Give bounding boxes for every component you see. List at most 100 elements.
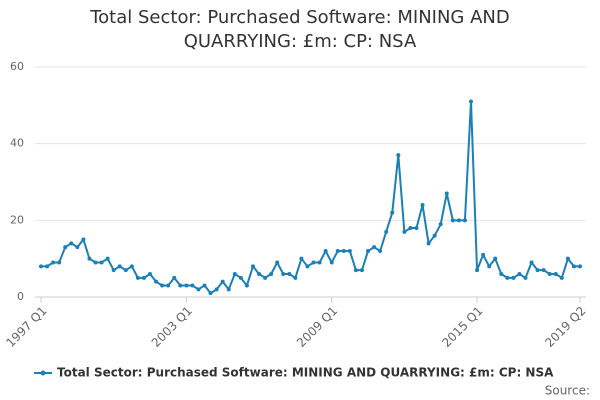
- data-point: [63, 245, 68, 250]
- data-point: [190, 283, 195, 288]
- data-point: [571, 264, 576, 269]
- data-point: [81, 237, 86, 242]
- x-tick-label: 2019 Q2: [542, 304, 588, 350]
- data-point: [257, 272, 262, 276]
- data-point: [317, 260, 322, 265]
- data-point: [378, 249, 383, 253]
- data-point: [263, 275, 268, 280]
- data-point: [51, 260, 56, 265]
- data-point: [287, 272, 292, 276]
- data-point: [384, 229, 389, 234]
- data-point: [184, 283, 189, 288]
- data-point: [39, 264, 43, 269]
- data-point: [220, 279, 225, 284]
- data-point: [353, 268, 358, 273]
- data-point: [396, 153, 401, 158]
- data-point: [505, 275, 510, 280]
- data-point: [481, 252, 486, 257]
- x-tick-label: 2003 Q1: [149, 304, 195, 350]
- data-point: [468, 99, 473, 104]
- data-point: [493, 256, 498, 261]
- data-point: [196, 287, 201, 292]
- data-point: [456, 218, 461, 223]
- data-point: [535, 268, 540, 273]
- data-point: [226, 287, 231, 292]
- data-point: [499, 272, 504, 276]
- data-point: [238, 275, 243, 280]
- data-point: [426, 241, 431, 246]
- data-point: [529, 260, 534, 265]
- data-point: [438, 222, 443, 227]
- data-point: [69, 241, 74, 246]
- data-point: [311, 260, 316, 265]
- data-point: [390, 210, 395, 215]
- data-point: [299, 256, 304, 261]
- data-point: [141, 275, 146, 280]
- source: Source:: [545, 384, 590, 398]
- data-point: [93, 260, 98, 265]
- data-point: [166, 283, 171, 288]
- data-point: [87, 256, 92, 261]
- y-tick-label: 40: [10, 137, 24, 150]
- legend-marker: [40, 370, 46, 376]
- data-point: [202, 283, 207, 288]
- data-point: [347, 249, 352, 253]
- chart-title: Total Sector: Purchased Software: MINING…: [90, 7, 510, 52]
- data-point: [305, 264, 310, 269]
- data-point: [172, 275, 177, 280]
- data-point: [105, 256, 110, 261]
- data-point: [178, 283, 183, 288]
- data-point: [553, 272, 558, 276]
- data-point: [408, 226, 413, 230]
- data-point: [323, 249, 328, 253]
- y-tick-label: 0: [17, 290, 24, 303]
- data-point: [135, 275, 140, 280]
- data-point: [559, 275, 564, 280]
- data-point: [511, 275, 516, 280]
- data-point: [111, 268, 116, 273]
- data-point: [99, 260, 104, 265]
- data-point: [414, 226, 419, 230]
- data-point: [541, 268, 546, 273]
- data-point: [244, 283, 249, 288]
- data-point: [293, 275, 298, 280]
- data-point: [450, 218, 455, 223]
- data-point: [444, 191, 449, 196]
- data-point: [269, 272, 274, 276]
- data-point: [208, 291, 213, 296]
- y-tick-label: 60: [10, 60, 24, 73]
- data-point: [420, 203, 425, 207]
- data-point: [487, 264, 492, 269]
- data-point: [75, 245, 80, 250]
- x-tick-label: 2015 Q1: [439, 304, 485, 350]
- data-point: [129, 264, 134, 269]
- x-tick-label: 1997 Q1: [3, 304, 49, 350]
- data-point: [372, 245, 377, 250]
- data-point: [366, 249, 371, 253]
- data-point: [578, 264, 582, 269]
- data-point: [45, 264, 50, 269]
- legend-label: Total Sector: Purchased Software: MINING…: [57, 366, 554, 380]
- data-point: [462, 218, 467, 223]
- data-point: [148, 272, 153, 276]
- data-point: [402, 229, 407, 234]
- data-point: [214, 287, 219, 292]
- data-point: [517, 272, 522, 276]
- data-point: [117, 264, 122, 269]
- data-point: [329, 260, 334, 265]
- data-point: [547, 272, 552, 276]
- data-point: [232, 272, 237, 276]
- data-point: [57, 260, 62, 265]
- data-point: [281, 272, 286, 276]
- data-point: [275, 260, 280, 265]
- data-point: [341, 249, 346, 253]
- series-line: [41, 101, 580, 295]
- data-point: [523, 275, 528, 280]
- data-point: [359, 268, 364, 273]
- data-point: [475, 268, 480, 273]
- x-tick-label: 2009 Q1: [294, 304, 340, 350]
- y-tick-label: 20: [10, 213, 24, 226]
- data-point: [432, 233, 437, 238]
